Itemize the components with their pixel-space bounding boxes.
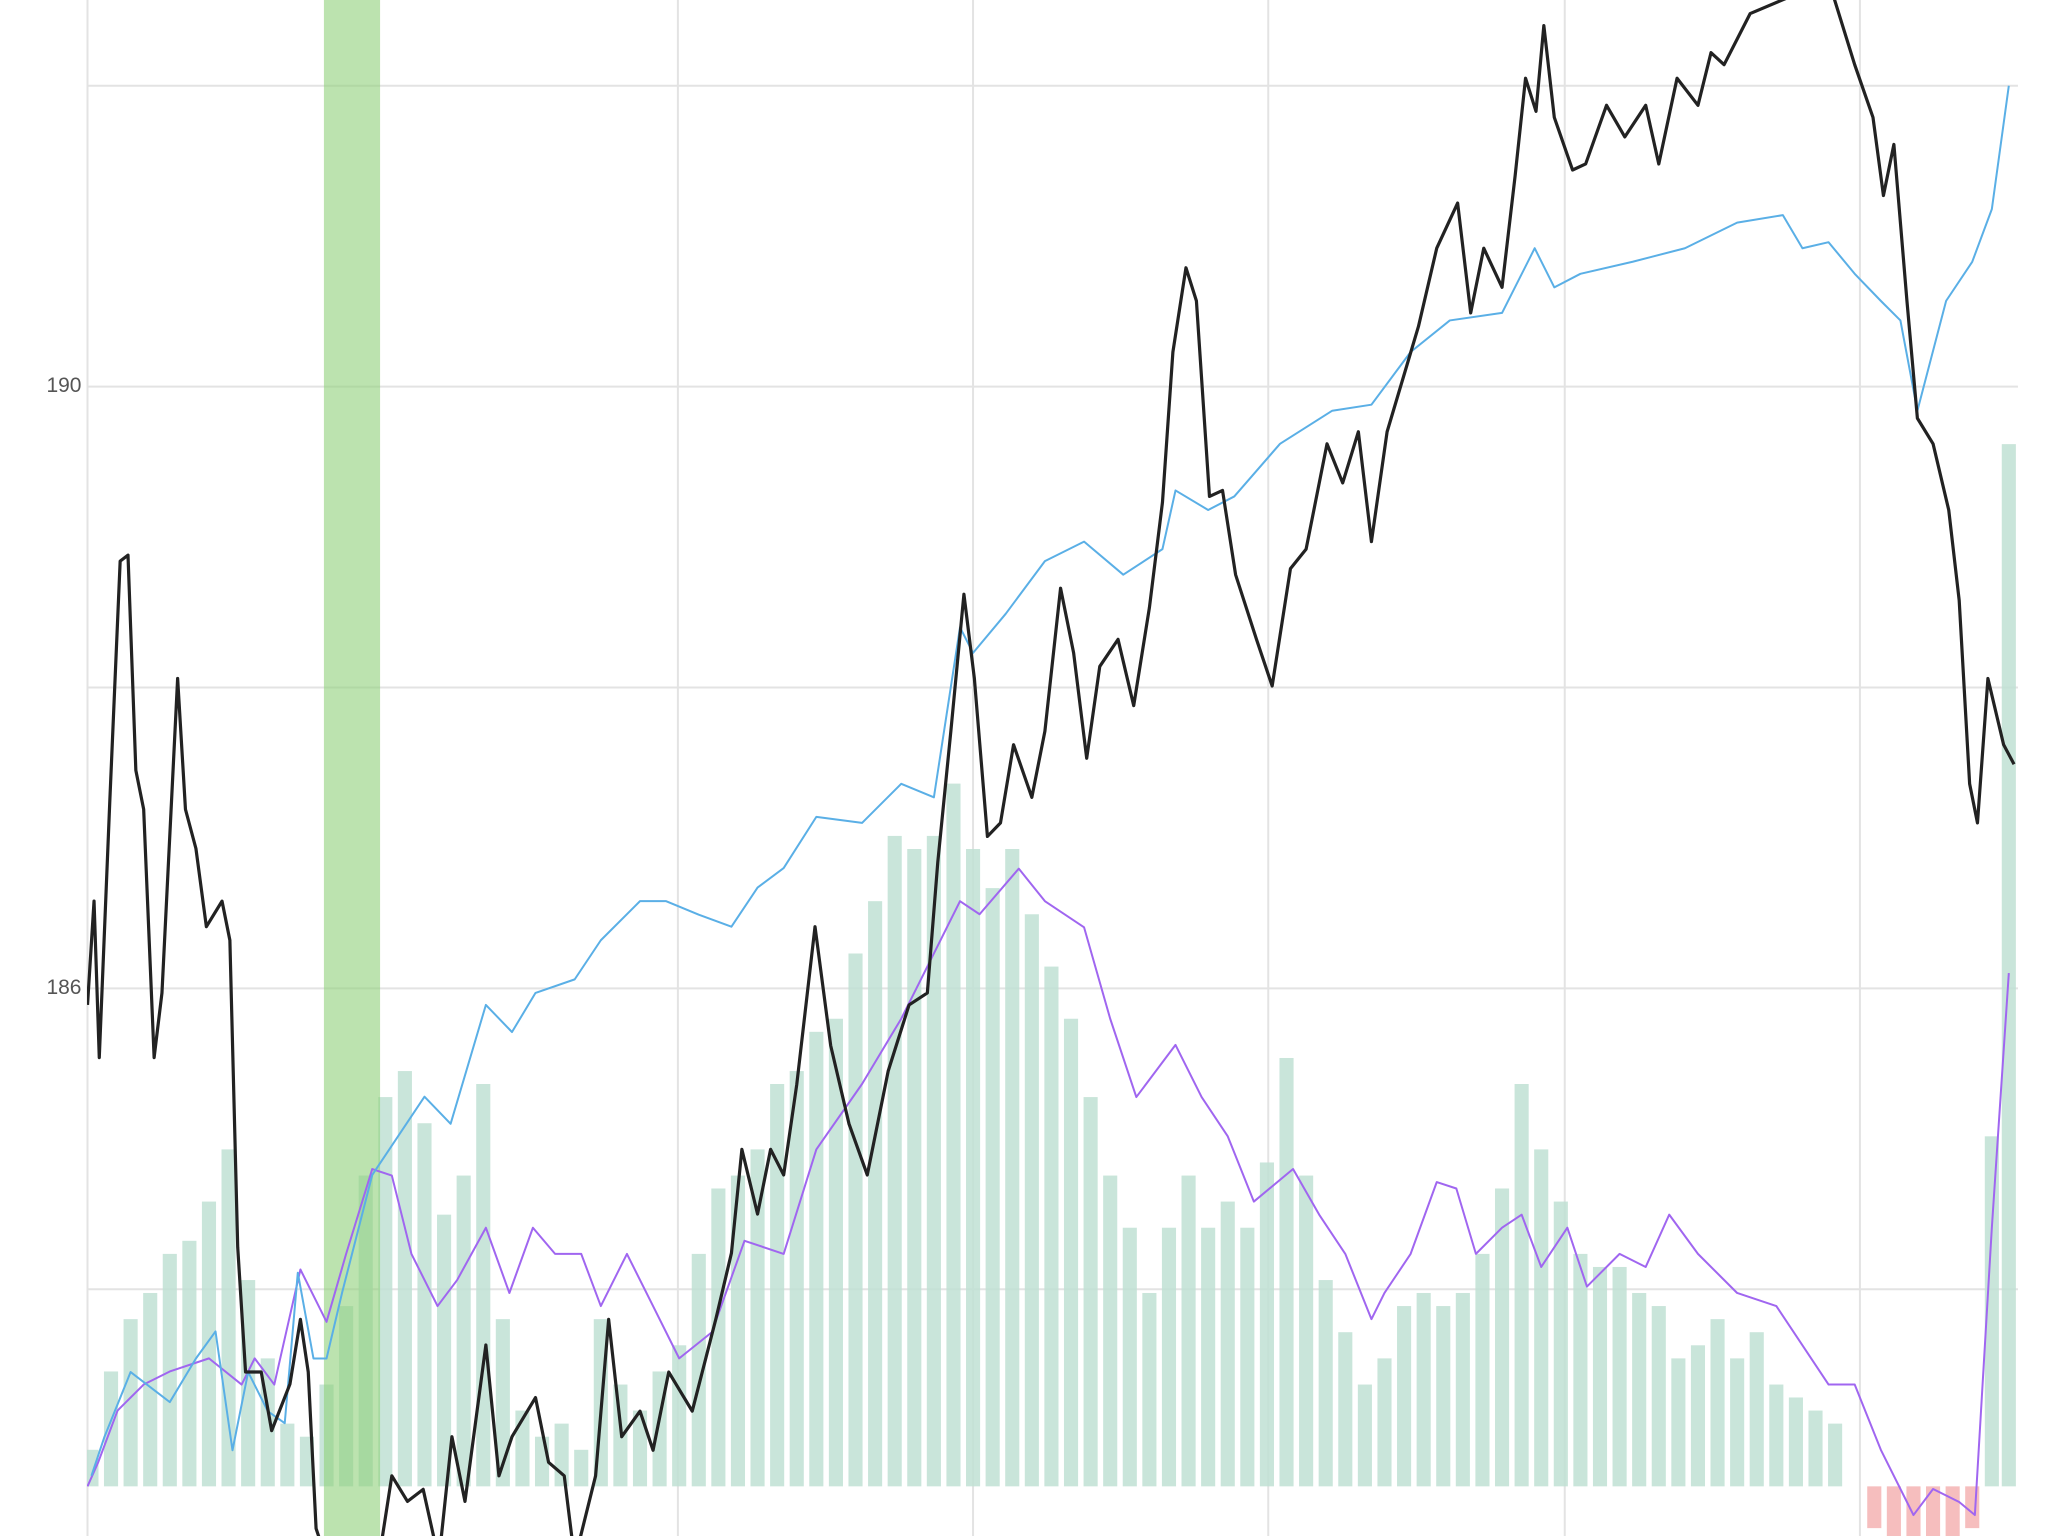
volume-bar	[1886, 1486, 1901, 1536]
volume-bar	[201, 1201, 217, 1487]
volume-bar	[1749, 1332, 1764, 1487]
volume-bar	[1534, 1149, 1549, 1487]
volume-bar	[1788, 1397, 1803, 1487]
volume-bar	[1690, 1345, 1706, 1487]
volume-bar	[672, 1345, 687, 1487]
volume-bar	[1161, 1227, 1177, 1487]
volume-bar	[1906, 1486, 1921, 1536]
volume-bar	[1279, 1057, 1294, 1487]
volume-bar	[848, 953, 863, 1487]
volume-bar	[789, 1071, 804, 1487]
y-tick-label: 186	[46, 976, 81, 999]
volume-bar	[1103, 1175, 1118, 1487]
volume-bar	[378, 1097, 393, 1487]
volume-bar	[1083, 1097, 1098, 1487]
volume-bar	[966, 849, 981, 1487]
volume-bar	[2001, 444, 2016, 1487]
volume-bar	[1201, 1227, 1216, 1487]
volume-bar	[1024, 914, 1039, 1487]
volume-bar	[1592, 1266, 1608, 1487]
volume-bar	[1632, 1292, 1647, 1487]
volume-bar	[926, 835, 941, 1487]
volume-bar	[554, 1423, 569, 1487]
volume-bar	[632, 1410, 648, 1487]
volume-bar	[946, 783, 961, 1487]
volume-bar	[241, 1280, 256, 1487]
volume-bar	[280, 1423, 295, 1487]
volume-bar	[1612, 1266, 1627, 1487]
volume-bar	[750, 1149, 765, 1487]
volume-bar	[828, 1018, 843, 1487]
volume-bar	[1494, 1188, 1510, 1487]
volume-bar	[1808, 1410, 1823, 1487]
volume-bar	[476, 1083, 491, 1487]
volume-bar	[1122, 1227, 1137, 1487]
volume-bar	[1475, 1253, 1490, 1487]
volume-bar	[1926, 1486, 1941, 1536]
volume-bar	[1769, 1384, 1784, 1487]
volume-bar	[1299, 1175, 1314, 1487]
y-tick-label: 190	[46, 374, 81, 397]
volume-bar	[574, 1449, 589, 1487]
volume-bar	[1436, 1306, 1451, 1487]
volume-bar	[1671, 1358, 1686, 1487]
volume-bar	[1573, 1253, 1588, 1487]
volume-bar	[1220, 1201, 1235, 1487]
volume-bar	[730, 1175, 746, 1487]
volume-bar	[1063, 1018, 1079, 1487]
volume-bar	[1397, 1306, 1412, 1487]
volume-bar	[221, 1149, 236, 1487]
volume-bar	[1984, 1136, 1999, 1487]
volume-bar	[397, 1071, 412, 1487]
volume-bar	[182, 1240, 197, 1487]
volume-bar	[1377, 1358, 1392, 1487]
volume-bar	[515, 1410, 530, 1487]
volume-bar	[123, 1319, 138, 1487]
volume-bar	[887, 835, 902, 1487]
volume-bar	[1338, 1332, 1353, 1487]
volume-bar	[985, 888, 1000, 1487]
volume-bar	[907, 849, 922, 1487]
axis-labels: 186 190	[46, 374, 81, 999]
volume-bar	[1142, 1292, 1157, 1487]
volume-bar	[1945, 1486, 1960, 1536]
volume-bar	[1357, 1384, 1372, 1487]
volume-bar	[162, 1253, 177, 1487]
price-line	[90, 85, 2010, 1477]
volume-bar	[437, 1214, 452, 1487]
volume-bar	[417, 1123, 432, 1487]
volume-bar	[1240, 1227, 1255, 1487]
volume-bar	[456, 1175, 471, 1487]
volume-bar	[1730, 1358, 1745, 1487]
volume-bar	[1259, 1162, 1274, 1487]
volume-bar	[87, 1449, 99, 1487]
volume-bar	[299, 1436, 314, 1487]
price-line	[87, 0, 2016, 1536]
volume-bar	[143, 1292, 158, 1487]
volume-bar	[1455, 1292, 1470, 1487]
volume-bar	[1416, 1292, 1431, 1487]
volume-bar	[1553, 1201, 1568, 1487]
volume-bar	[711, 1188, 726, 1487]
grid	[86, 0, 2018, 1536]
volume-bar	[1181, 1175, 1196, 1487]
volume-bar	[1710, 1319, 1725, 1487]
volume-bar	[1867, 1486, 1882, 1529]
volume-bar	[1005, 849, 1020, 1487]
volume-bar	[1318, 1280, 1333, 1487]
volume-bar	[495, 1319, 510, 1487]
plot-area	[87, 0, 2016, 1536]
volume-bar	[691, 1253, 706, 1487]
volume-bar	[1044, 966, 1059, 1487]
volume-bar	[868, 901, 883, 1487]
highlight-band	[323, 0, 381, 1536]
volume-bar	[809, 1031, 824, 1487]
volume-bar	[1651, 1306, 1666, 1487]
volume-bar	[1514, 1083, 1529, 1487]
volume-bar	[770, 1083, 785, 1487]
volume-bar	[1828, 1423, 1843, 1487]
